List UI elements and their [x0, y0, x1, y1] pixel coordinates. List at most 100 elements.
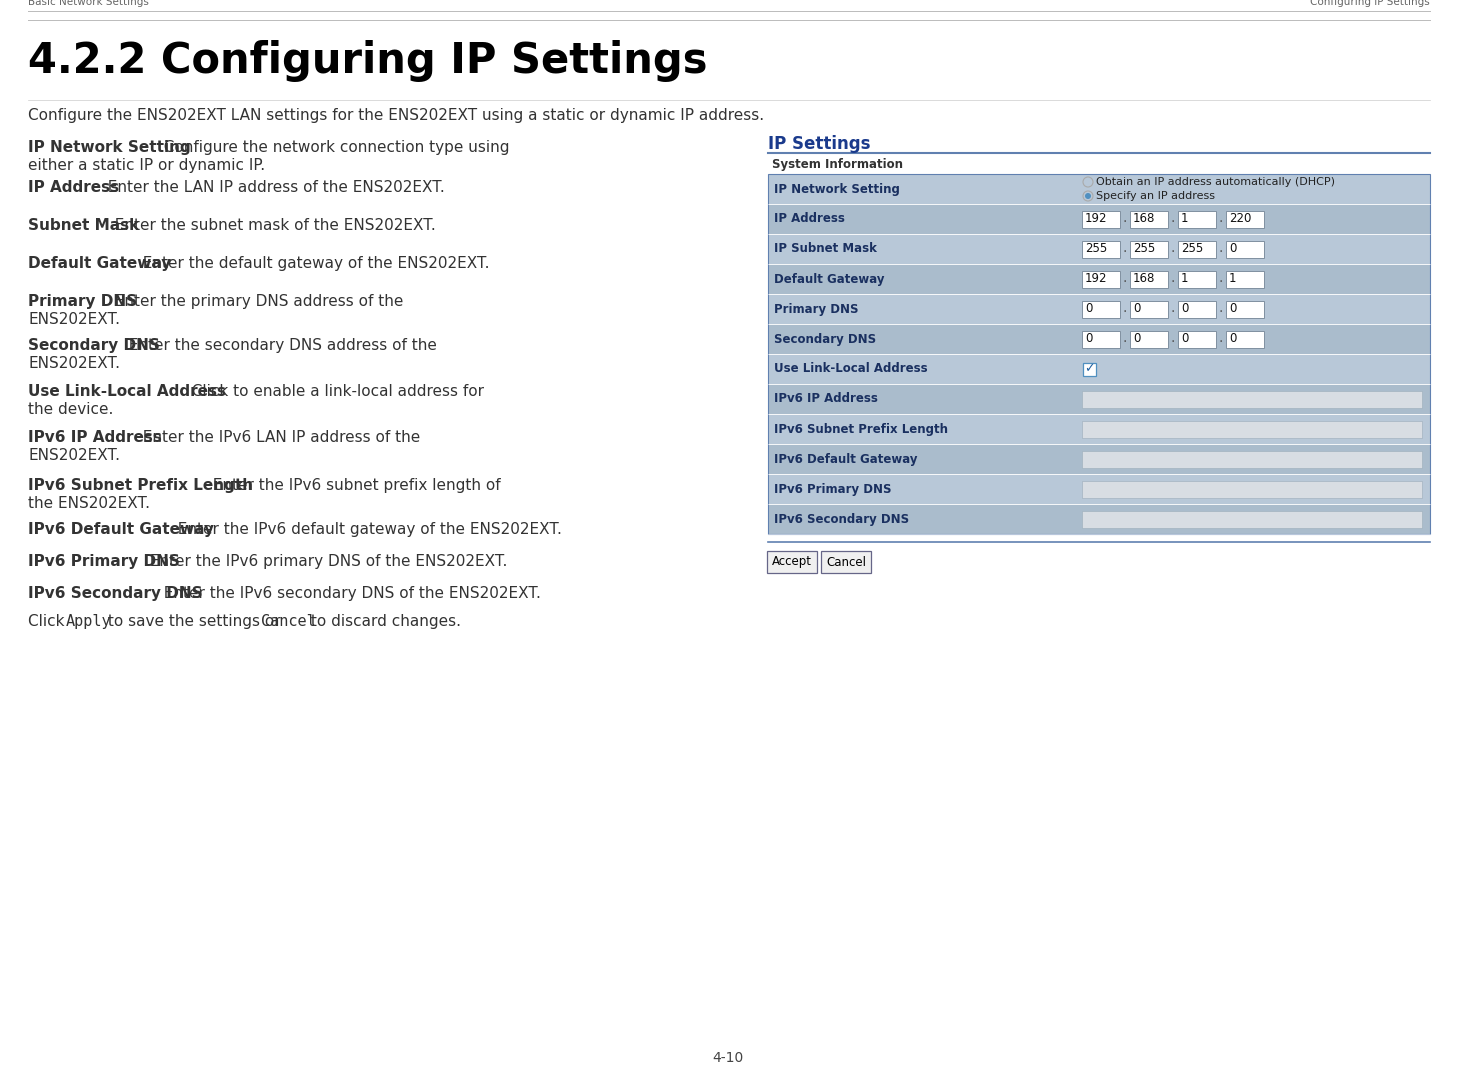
Bar: [1179, 330, 1217, 348]
Text: Enter the IPv6 subnet prefix length of: Enter the IPv6 subnet prefix length of: [203, 479, 501, 493]
Text: IP Settings: IP Settings: [768, 135, 870, 153]
Bar: [768, 384, 1429, 414]
Text: .: .: [1218, 301, 1222, 315]
Text: .: .: [1122, 271, 1126, 284]
Bar: [1083, 421, 1422, 437]
Bar: [1083, 390, 1422, 408]
Text: Enter the IPv6 primary DNS of the ENS202EXT.: Enter the IPv6 primary DNS of the ENS202…: [140, 554, 507, 569]
Text: Default Gateway: Default Gateway: [774, 272, 884, 286]
Bar: [768, 354, 1429, 384]
Text: Secondary DNS: Secondary DNS: [774, 332, 876, 346]
Bar: [1083, 450, 1422, 468]
Text: Apply: Apply: [66, 614, 111, 629]
Text: to save the settings or: to save the settings or: [103, 614, 286, 629]
Bar: [768, 234, 1429, 264]
Bar: [1083, 270, 1120, 288]
Text: Cancel: Cancel: [261, 614, 316, 629]
Bar: [1083, 241, 1120, 257]
Bar: [1083, 510, 1422, 528]
Bar: [768, 474, 1429, 504]
Text: .: .: [1170, 211, 1174, 225]
Text: Click: Click: [28, 614, 70, 629]
Text: IPv6 IP Address: IPv6 IP Address: [28, 429, 162, 445]
Text: Secondary DNS: Secondary DNS: [28, 338, 160, 353]
Circle shape: [1085, 193, 1091, 199]
Text: IPv6 Subnet Prefix Length: IPv6 Subnet Prefix Length: [28, 479, 254, 493]
Text: ENS202EXT.: ENS202EXT.: [28, 356, 119, 371]
Bar: [1225, 270, 1265, 288]
Bar: [1083, 363, 1096, 375]
Text: Configure the network connection type using: Configure the network connection type us…: [154, 140, 510, 155]
Text: .: .: [1170, 331, 1174, 346]
Bar: [768, 294, 1429, 324]
Text: IPv6 Default Gateway: IPv6 Default Gateway: [774, 452, 918, 465]
Text: the ENS202EXT.: the ENS202EXT.: [28, 496, 150, 511]
Text: 0: 0: [1085, 332, 1093, 346]
Bar: [1179, 301, 1217, 317]
Bar: [1131, 330, 1169, 348]
Text: Subnet Mask: Subnet Mask: [28, 218, 140, 233]
Text: .: .: [1122, 241, 1126, 255]
Text: 168: 168: [1134, 272, 1155, 286]
Text: Enter the subnet mask of the ENS202EXT.: Enter the subnet mask of the ENS202EXT.: [105, 218, 436, 233]
Bar: [1179, 270, 1217, 288]
Bar: [1131, 270, 1169, 288]
Text: 0: 0: [1230, 332, 1237, 346]
Bar: [1225, 241, 1265, 257]
Text: 255: 255: [1134, 242, 1155, 255]
Text: Use Link-Local Address: Use Link-Local Address: [774, 363, 928, 375]
Text: IPv6 IP Address: IPv6 IP Address: [774, 392, 879, 405]
Text: IPv6 Subnet Prefix Length: IPv6 Subnet Prefix Length: [774, 423, 949, 436]
FancyBboxPatch shape: [766, 552, 817, 573]
Text: Specify an IP address: Specify an IP address: [1096, 191, 1215, 201]
Text: to discard changes.: to discard changes.: [306, 614, 460, 629]
Text: Click to enable a link-local address for: Click to enable a link-local address for: [182, 384, 484, 399]
Bar: [1131, 210, 1169, 228]
Text: .: .: [1170, 271, 1174, 284]
Text: 0: 0: [1134, 332, 1141, 346]
Text: .: .: [1218, 211, 1222, 225]
Text: 1: 1: [1182, 213, 1189, 226]
Bar: [768, 504, 1429, 534]
Bar: [768, 264, 1429, 294]
Text: 192: 192: [1085, 213, 1107, 226]
Text: Accept: Accept: [772, 556, 812, 569]
Text: 1: 1: [1182, 272, 1189, 286]
Text: 4-10: 4-10: [712, 1051, 743, 1065]
Text: Enter the primary DNS address of the: Enter the primary DNS address of the: [105, 294, 404, 308]
Text: Configure the ENS202EXT LAN settings for the ENS202EXT using a static or dynamic: Configure the ENS202EXT LAN settings for…: [28, 108, 763, 123]
Text: 220: 220: [1230, 213, 1252, 226]
Bar: [768, 444, 1429, 474]
Text: IP Address: IP Address: [28, 180, 119, 195]
Text: .: .: [1218, 331, 1222, 346]
Bar: [1179, 241, 1217, 257]
Text: .: .: [1170, 301, 1174, 315]
Bar: [1083, 330, 1120, 348]
FancyBboxPatch shape: [820, 552, 871, 573]
Text: Configuring IP Settings: Configuring IP Settings: [1310, 0, 1429, 7]
Text: .: .: [1122, 331, 1126, 346]
Text: .: .: [1122, 301, 1126, 315]
Text: Enter the IPv6 default gateway of the ENS202EXT.: Enter the IPv6 default gateway of the EN…: [168, 522, 562, 537]
Bar: [768, 174, 1429, 534]
Text: IP Subnet Mask: IP Subnet Mask: [774, 242, 877, 255]
Text: 0: 0: [1230, 242, 1237, 255]
Text: either a static IP or dynamic IP.: either a static IP or dynamic IP.: [28, 158, 265, 173]
Bar: [768, 174, 1429, 204]
Bar: [768, 204, 1429, 234]
Text: IP Address: IP Address: [774, 213, 845, 226]
Text: ENS202EXT.: ENS202EXT.: [28, 312, 119, 327]
Text: Obtain an IP address automatically (DHCP): Obtain an IP address automatically (DHCP…: [1096, 177, 1335, 187]
Bar: [1083, 481, 1422, 497]
Bar: [1179, 210, 1217, 228]
Text: 192: 192: [1085, 272, 1107, 286]
Text: IPv6 Primary DNS: IPv6 Primary DNS: [774, 483, 892, 496]
Text: 0: 0: [1085, 303, 1093, 315]
Bar: [1225, 330, 1265, 348]
Text: 0: 0: [1182, 332, 1189, 346]
Text: IPv6 Default Gateway: IPv6 Default Gateway: [28, 522, 214, 537]
Text: Enter the secondary DNS address of the: Enter the secondary DNS address of the: [119, 338, 437, 353]
Bar: [1083, 301, 1120, 317]
Text: Use Link-Local Address: Use Link-Local Address: [28, 384, 226, 399]
Text: Primary DNS: Primary DNS: [774, 303, 858, 315]
